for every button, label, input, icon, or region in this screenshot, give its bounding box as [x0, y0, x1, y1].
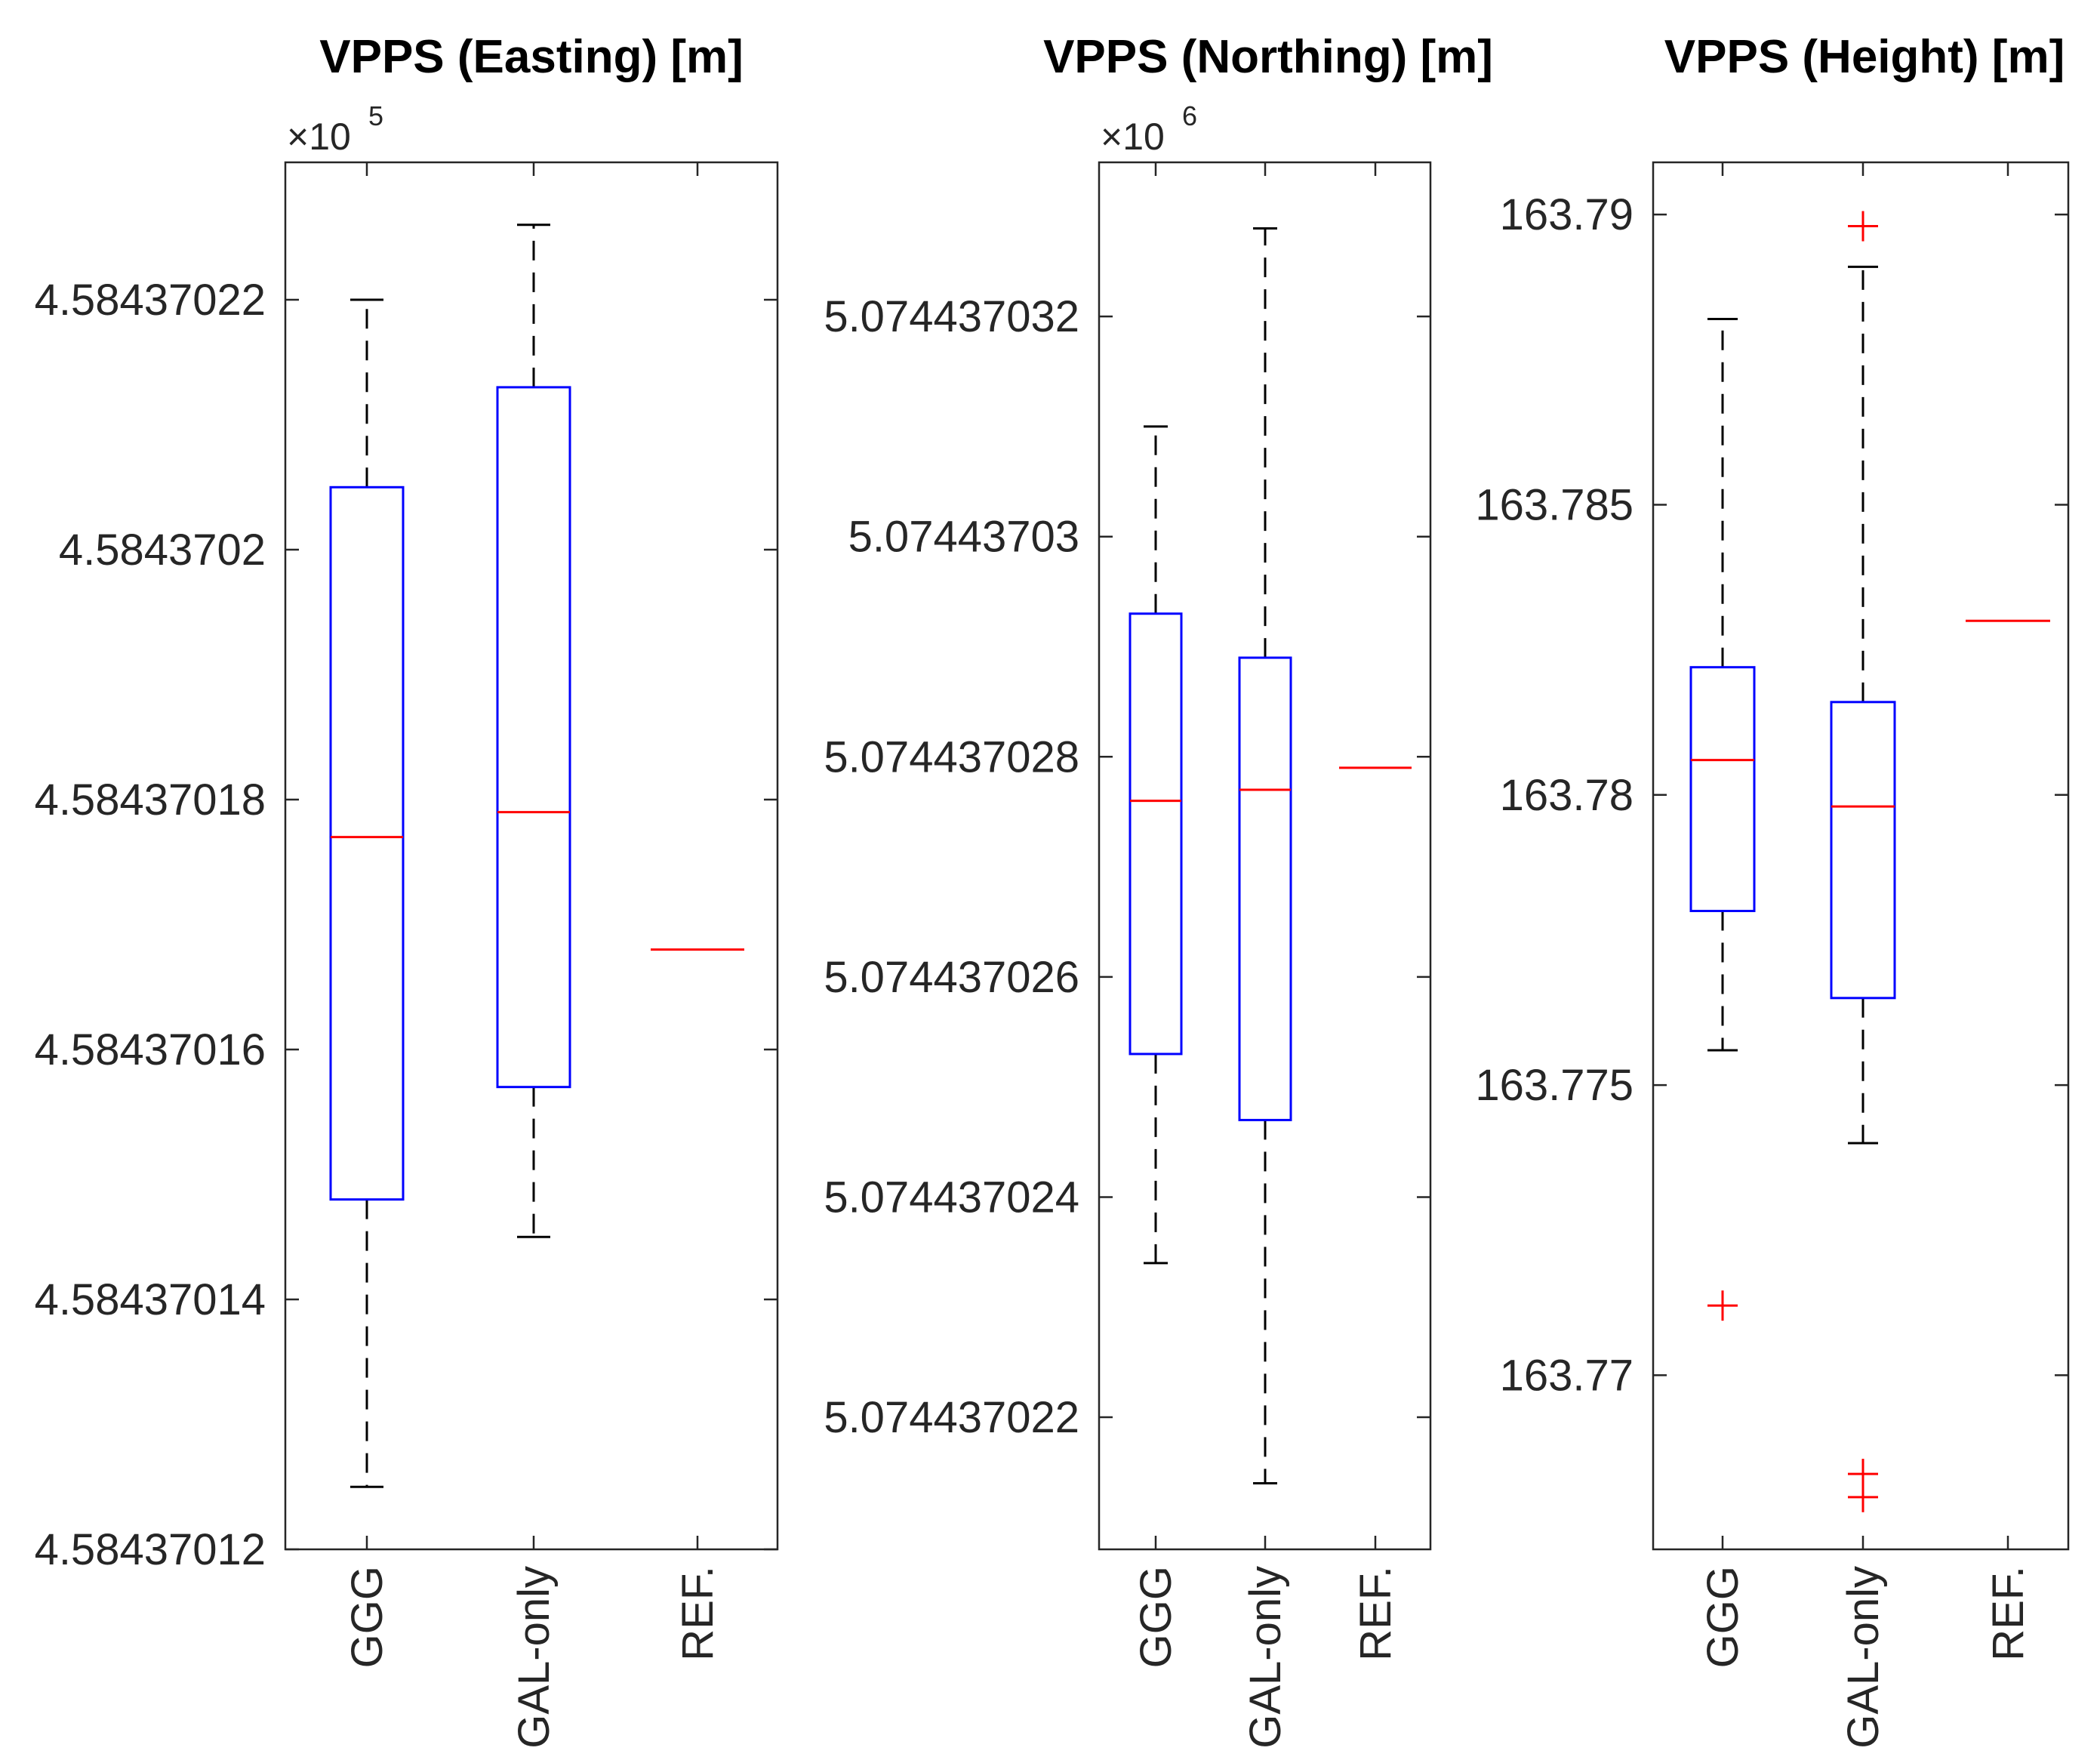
- iqr-box: [1689, 666, 1756, 913]
- axis-exponent: ×10: [1101, 116, 1165, 158]
- x-category-label: REF.: [673, 1566, 722, 1661]
- y-tick-label: 163.775: [1475, 1061, 1634, 1110]
- x-category-label: GGG: [343, 1566, 392, 1668]
- panel-height: VPPS (Height) [m] 163.77 163.775 163.78 163.…: [1475, 31, 2070, 1749]
- iqr-box: [1830, 701, 1896, 1000]
- y-tick-label: 4.58437012: [35, 1525, 266, 1574]
- y-tick-label: 163.78: [1500, 771, 1634, 820]
- x-category-label: GAL-only: [1839, 1566, 1888, 1749]
- outlier-marker: [1707, 1290, 1738, 1321]
- chart-title: VPPS (Easting) [m]: [319, 31, 744, 83]
- iqr-box: [496, 386, 571, 1089]
- y-tick-label: 4.58437016: [35, 1025, 266, 1074]
- panel-northing: VPPS (Northing) [m] ×10 6 5.074437022 5.0744…: [824, 31, 1493, 1749]
- y-tick-label: 163.79: [1500, 190, 1634, 239]
- y-tick-label: 163.77: [1500, 1351, 1634, 1400]
- x-category-label: GGG: [1698, 1566, 1747, 1668]
- iqr-box: [329, 485, 405, 1201]
- y-tick-label: 4.58437018: [35, 775, 266, 825]
- x-category-label: GAL-only: [510, 1566, 559, 1749]
- x-category-label: REF.: [1351, 1566, 1400, 1661]
- y-tick-label: 5.07443703: [848, 513, 1079, 562]
- axis-exponent-power: 6: [1182, 100, 1197, 131]
- chart-title: VPPS (Northing) [m]: [1043, 31, 1493, 83]
- x-category-label: GAL-only: [1241, 1566, 1290, 1749]
- y-tick-label: 5.074437024: [824, 1173, 1079, 1222]
- axis-exponent: ×10: [287, 116, 351, 158]
- y-tick-label: 5.074437032: [824, 292, 1079, 341]
- x-category-label: REF.: [1984, 1566, 2033, 1661]
- panel-easting: VPPS (Easting) [m] ×10 5 4.58437012 4.584370…: [35, 31, 779, 1749]
- y-tick-label: 5.074437026: [824, 953, 1079, 1002]
- outlier-marker: [1848, 1481, 1878, 1512]
- y-tick-label: 4.58437022: [35, 276, 266, 325]
- iqr-box: [1129, 612, 1183, 1056]
- axes-frame: [284, 161, 779, 1551]
- y-tick-label: 4.58437014: [35, 1275, 266, 1324]
- axis-exponent-power: 5: [368, 100, 383, 131]
- outlier-marker: [1848, 211, 1878, 242]
- axes-frame: [1652, 161, 2070, 1551]
- y-tick-label: 5.074437022: [824, 1393, 1079, 1442]
- y-tick-label: 4.5843702: [59, 526, 266, 575]
- chart-title: VPPS (Height) [m]: [1664, 31, 2065, 83]
- y-tick-label: 163.785: [1475, 480, 1634, 529]
- y-tick-label: 5.074437028: [824, 732, 1079, 781]
- iqr-box: [1238, 656, 1292, 1121]
- x-category-label: GGG: [1132, 1566, 1181, 1668]
